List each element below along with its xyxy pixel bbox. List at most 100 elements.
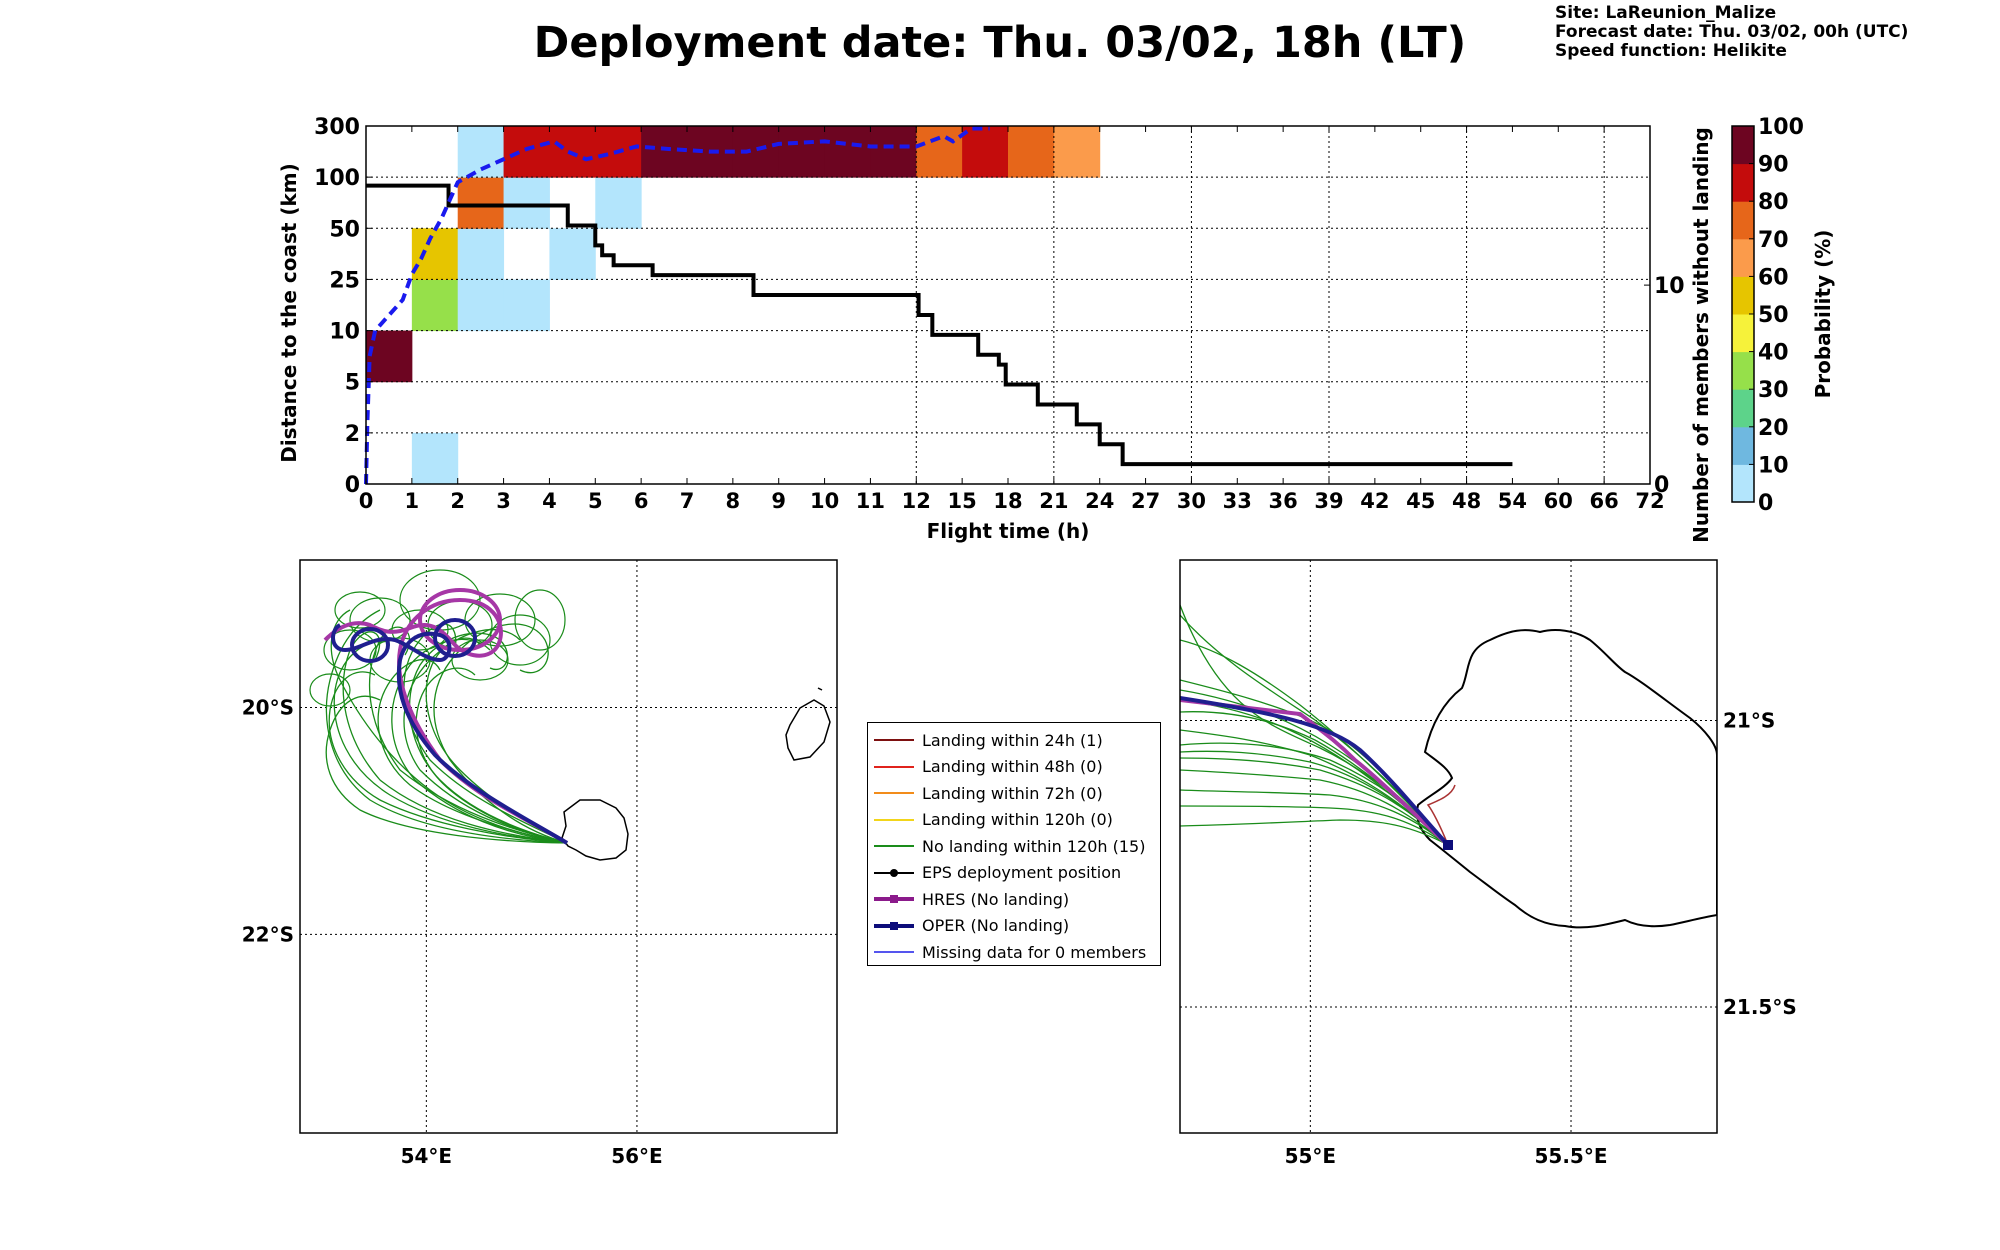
x-tick-label: 1	[405, 489, 420, 513]
map-lat-label: 21°S	[1723, 708, 1775, 732]
heatmap-cell	[824, 126, 871, 178]
trajectory-legend: Landing within 24h (1) Landing within 48h…	[867, 722, 1161, 966]
x-tick-label: 18	[993, 489, 1022, 513]
heatmap-background	[366, 126, 1650, 484]
ensemble-trajectory	[1180, 639, 1449, 846]
ensemble-trajectory	[377, 659, 568, 844]
oper-deployment-marker	[1443, 840, 1453, 850]
x-tick-label: 60	[1544, 489, 1573, 513]
colorbar-segment	[1732, 464, 1754, 503]
y-tick-label: 50	[329, 217, 360, 242]
colorbar-tick-label: 90	[1758, 153, 1789, 178]
mauritius-coastline	[785, 699, 831, 761]
ensemble-trajectory	[369, 626, 568, 844]
speed-function-label: Speed function: Helikite	[1555, 41, 1787, 61]
colorbar-tick-label: 80	[1758, 190, 1789, 215]
legend-label: Landing within 48h (0)	[922, 757, 1103, 776]
legend-label: OPER (No landing)	[922, 916, 1070, 935]
heatmap-cell	[503, 279, 550, 332]
forecast-info: Site: LaReunion_Malize Forecast date: Th…	[1555, 4, 1908, 61]
map-lat-label: 20°S	[242, 696, 294, 720]
legend-swatch	[874, 868, 914, 877]
oper-trajectory	[331, 623, 569, 845]
x-tick-label: 66	[1590, 489, 1619, 513]
ensemble-loop	[514, 589, 566, 651]
trajectory-map-zoom: 55°E 55.5°E 21°S 21.5°S	[1179, 559, 1797, 1168]
colorbar-segment	[1732, 201, 1754, 240]
heatmap-cell	[457, 177, 505, 229]
colorbar-tick-label: 100	[1758, 115, 1804, 140]
heatmap-cell	[549, 228, 596, 280]
legend-swatch	[874, 895, 914, 903]
heatmap-cell	[916, 126, 963, 178]
legend-item: Landing within 120h (0)	[874, 809, 1113, 831]
ensemble-loop	[451, 639, 509, 681]
colorbar-tick-label: 30	[1758, 378, 1789, 403]
legend-label: Landing within 24h (1)	[922, 730, 1103, 750]
x-tick-label: 48	[1452, 489, 1481, 513]
landing-trajectory	[1426, 784, 1456, 846]
heatmap-cell	[503, 177, 550, 229]
x-tick-label: 8	[726, 489, 741, 513]
colorbar-segment	[1732, 389, 1754, 428]
ensemble-trajectory	[325, 609, 568, 844]
legend-label: HRES (No landing)	[922, 889, 1070, 909]
oper-trajectory	[1180, 696, 1450, 847]
island-fragment	[817, 687, 823, 691]
colorbar-tick-label: 40	[1758, 341, 1789, 366]
members-without-landing-line	[366, 183, 1513, 467]
legend-label: Landing within 72h (0)	[922, 783, 1103, 803]
heatmap-cell	[503, 126, 550, 178]
mean-distance-curve	[364, 126, 990, 485]
map-lat-label: 22°S	[242, 922, 294, 946]
ensemble-trajectory	[1180, 750, 1449, 846]
legend-label: EPS deployment position	[922, 863, 1122, 882]
x-tick-label: 39	[1314, 489, 1343, 513]
heatmap-cell	[411, 228, 459, 280]
y-tick-label: 300	[314, 115, 360, 140]
heatmap-cell	[1008, 126, 1055, 178]
y2-tick-label: 0	[1654, 473, 1669, 498]
x-tick-label: 72	[1635, 489, 1664, 513]
y2-axis-label: Number of members without landing	[1689, 127, 1713, 543]
legend-item: Landing within 72h (0)	[874, 782, 1103, 804]
legend-item: Missing data for 0 members	[874, 941, 1146, 963]
legend-swatch	[874, 765, 914, 768]
x-tick-label: 30	[1177, 489, 1206, 513]
y2-tick-label: 10	[1654, 274, 1685, 299]
heatmap-cell	[778, 126, 826, 178]
legend-marker	[890, 921, 898, 930]
zoom-map-frame	[1179, 559, 1718, 1134]
y-tick-label: 2	[345, 422, 360, 447]
heatmap-cell	[457, 279, 505, 332]
ensemble-trajectory	[415, 667, 568, 844]
x-tick-label: 24	[1085, 489, 1114, 513]
page-title: Deployment date: Thu. 03/02, 18h (LT)	[533, 18, 1467, 68]
colorbar-segment	[1732, 238, 1754, 277]
probability-heatmap: 0 1 2 3 4 5 6 7 8 9 10 11 12 15 18 21 24 27 30 33 36 39 42 45 48…	[277, 115, 1713, 543]
ensemble-trajectory	[1180, 769, 1449, 846]
heatmap-cell	[457, 228, 505, 280]
ensemble-loop	[323, 629, 377, 671]
colorbar: 0 10 20 30 40 50 60 70 80 90 100 Probability (%)	[1731, 115, 1835, 516]
legend-item: OPER (No landing)	[874, 915, 1069, 937]
map-lat-label: 21.5°S	[1723, 995, 1797, 1019]
legend-marker	[890, 895, 898, 903]
site-label: Site: LaReunion_Malize	[1555, 3, 1777, 23]
colorbar-label: Probability (%)	[1811, 230, 1835, 399]
x-tick-label: 21	[1039, 489, 1068, 513]
x-tick-label: 33	[1223, 489, 1252, 513]
map-lon-label: 56°E	[611, 1144, 663, 1168]
x-tick-label: 10	[810, 489, 839, 513]
colorbar-tick-label: 60	[1758, 265, 1789, 290]
heatmap-cell	[411, 432, 459, 485]
x-tick-label: 54	[1498, 489, 1527, 513]
y-axis-label: Distance to the coast (km)	[277, 163, 301, 463]
x-tick-label: 5	[588, 489, 603, 513]
ensemble-trajectory	[328, 671, 568, 844]
legend-swatch	[874, 739, 914, 741]
x-tick-label: 27	[1131, 489, 1160, 513]
y-tick-label: 0	[345, 473, 360, 498]
x-tick-label: 6	[634, 489, 649, 513]
